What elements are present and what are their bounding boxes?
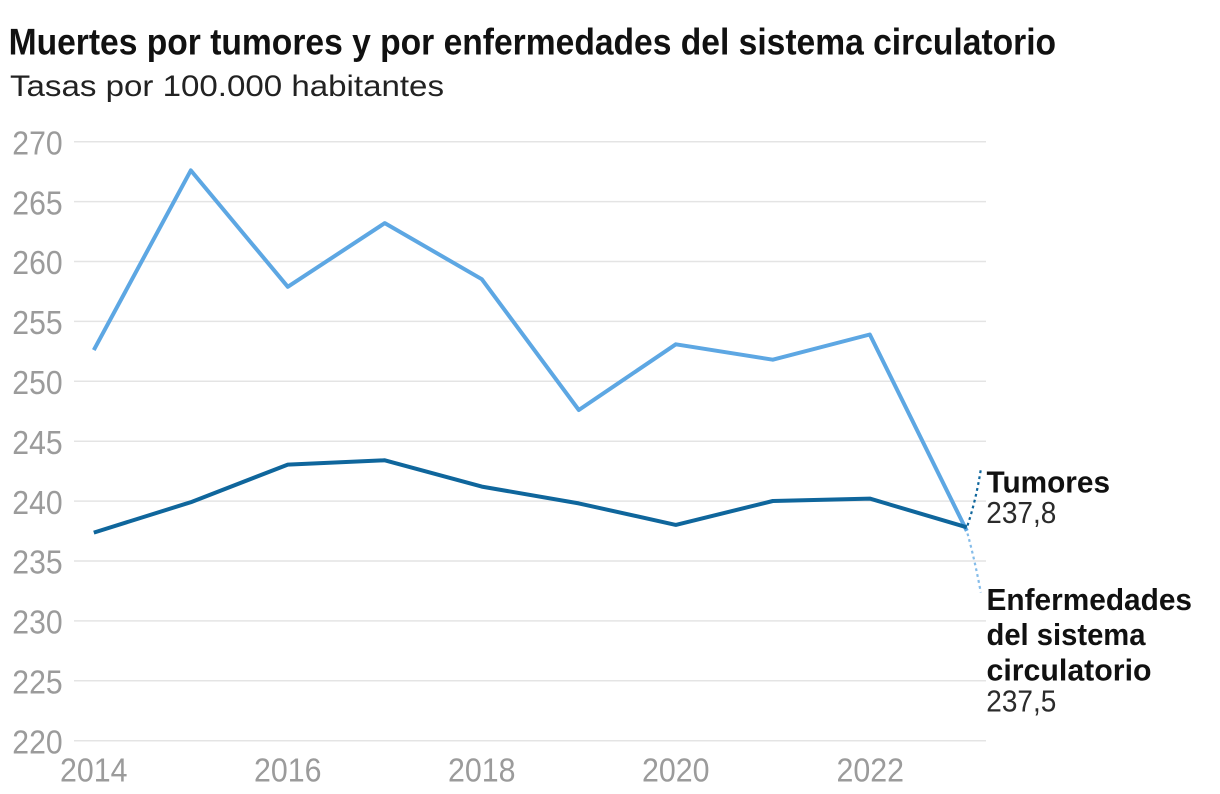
svg-text:Enfermedades: Enfermedades: [987, 582, 1193, 617]
svg-text:Tumores: Tumores: [987, 465, 1111, 500]
svg-text:Tasas por 100.000 habitantes: Tasas por 100.000 habitantes: [10, 70, 444, 103]
svg-text:220: 220: [12, 723, 62, 760]
svg-text:250: 250: [12, 364, 62, 401]
svg-text:Muertes por tumores y por enfe: Muertes por tumores y por enfermedades d…: [9, 22, 1057, 63]
svg-text:2016: 2016: [254, 752, 322, 789]
svg-text:2018: 2018: [448, 752, 516, 789]
svg-text:225: 225: [12, 664, 62, 701]
svg-text:2022: 2022: [837, 752, 905, 789]
svg-text:235: 235: [12, 544, 62, 581]
svg-text:circulatorio: circulatorio: [987, 652, 1152, 687]
svg-text:del sistema: del sistema: [987, 617, 1147, 652]
svg-text:240: 240: [12, 484, 62, 521]
svg-text:255: 255: [12, 304, 62, 341]
svg-text:2020: 2020: [642, 752, 710, 789]
svg-text:2014: 2014: [60, 752, 128, 789]
svg-text:270: 270: [12, 124, 62, 161]
svg-text:230: 230: [12, 604, 62, 641]
svg-text:260: 260: [12, 244, 62, 281]
svg-text:265: 265: [12, 184, 62, 221]
svg-text:237,5: 237,5: [986, 683, 1056, 718]
svg-text:245: 245: [12, 424, 62, 461]
svg-text:237,8: 237,8: [986, 495, 1056, 530]
